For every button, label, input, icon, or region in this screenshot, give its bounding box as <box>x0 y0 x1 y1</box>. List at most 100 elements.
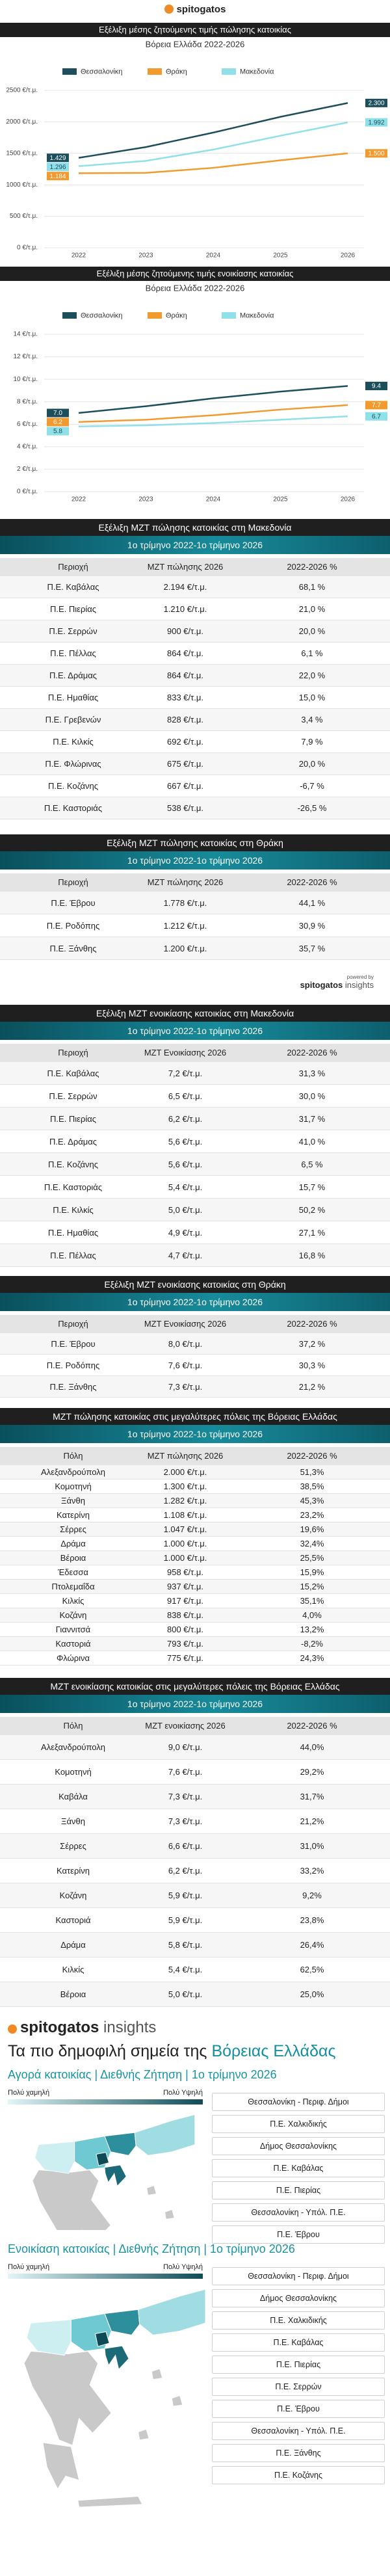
map-region <box>138 2289 205 2336</box>
table-cell: Π.Ε. Κοζάνης <box>47 1160 98 1169</box>
y-tick-label: 12 €/τ.μ. <box>13 353 38 360</box>
table-row: Κοζάνη 5,9 €/τ.μ. 9,2% <box>0 1883 390 1908</box>
header-cell: ΜΖΤ πώλησης 2026 <box>147 562 224 572</box>
table-cell: 35,7 % <box>298 944 326 953</box>
table-cell: 13,2% <box>300 1625 324 1634</box>
value-label-box <box>47 418 69 427</box>
map-section: Πολύ χαμηλή Πολύ Υψηλή Θεσσαλονίκη - Περιφ… <box>0 2086 390 2244</box>
table-subtitle: 1ο τρίμηνο 2022-1ο τρίμηνο 2026 <box>0 1022 390 1040</box>
table-row: Π.Ε. Πιερίας 6,2 €/τ.μ. 31,7 % <box>0 1108 390 1130</box>
table-cell: 15,7 % <box>298 1182 326 1192</box>
table-row: Π.Ε. Ξάνθης 7,3 €/τ.μ. 21,2 % <box>0 1376 390 1398</box>
table-cell: 864 €/τ.μ. <box>167 648 203 658</box>
table-cell: Π.Ε. Καστοριάς <box>44 803 103 813</box>
value-label-box <box>47 153 69 163</box>
header-cell: 2022-2026 % <box>287 877 337 887</box>
chart-title: Εξέλιξη μέσης ζητούμενης τιμής ενοικίαση… <box>97 269 294 278</box>
value-label-box <box>47 163 69 172</box>
table-cell: 32,4% <box>300 1539 324 1548</box>
header-cell: ΜΖΤ πώλησης 2026 <box>147 1451 224 1461</box>
series-line <box>78 385 348 414</box>
area-item: Θεσσαλονίκη - Περιφ. Δήμοι <box>212 2093 385 2111</box>
series-line <box>78 152 348 174</box>
table-cell: Δράμα <box>60 1539 86 1548</box>
powered-by: powered by spitogatos insights <box>0 974 390 990</box>
powered-label: powered by <box>346 974 374 980</box>
table-cell: Κιλκίς <box>62 1965 84 1974</box>
legend-label: Μακεδονία <box>240 312 274 319</box>
legend-swatch <box>222 312 236 319</box>
area-item: Π.Ε. Καβάλας <box>212 2159 385 2177</box>
title-bar <box>0 23 390 37</box>
table-body: Αλεξανδρούπολη 2.000 €/τ.μ. 51,3% Κομοτηνή 1… <box>0 1465 390 1666</box>
table-row: Σέρρες 1.047 €/τ.μ. 19,6% <box>0 1522 390 1537</box>
table-row: Π.Ε. Πιερίας 1.210 €/τ.μ. 21,0 % <box>0 598 390 620</box>
table-cell: 7,2 €/τ.μ. <box>168 1069 203 1078</box>
table-cell: 828 €/τ.μ. <box>167 715 203 724</box>
table-cell: Π.Ε. Πιερίας <box>49 604 97 614</box>
table-cell: Π.Ε. Φλώρινας <box>45 759 101 769</box>
header-cell: 2022-2026 % <box>287 1319 337 1329</box>
table-row: Π.Ε. Έβρου 1.778 €/τ.μ. 44,1 % <box>0 892 390 914</box>
table: Εξέλιξη ΜΖΤ πώλησης κατοικίας στη Θράκη 1… <box>0 834 390 960</box>
table-cell: Π.Ε. Έβρου <box>51 1339 96 1349</box>
table-cell: Π.Ε. Ξάνθης <box>49 944 97 953</box>
brand-suffix: insights <box>103 2019 157 2036</box>
table-subtitle: 1ο τρίμηνο 2022-1ο τρίμηνο 2026 <box>0 851 390 870</box>
header-cell: ΜΖΤ πώλησης 2026 <box>147 877 224 887</box>
logo-icon <box>164 5 174 14</box>
table-cell: Π.Ε. Καβάλας <box>47 1069 99 1078</box>
table-body: Π.Ε. Καβάλας 7,2 €/τ.μ. 31,3 % Π.Ε. Σερρών 6… <box>0 1062 390 1267</box>
table-row: Γιαννιτσά 800 €/τ.μ. 13,2% <box>0 1623 390 1637</box>
x-tick-label: 2022 <box>72 496 86 503</box>
table-cell: Ξάνθη <box>61 1816 85 1826</box>
header-cell: Περιοχή <box>58 1048 88 1057</box>
y-tick-label: 0 €/τ.μ. <box>17 245 38 252</box>
table-row: Ξάνθη 1.282 €/τ.μ. 45,3% <box>0 1494 390 1508</box>
table-cell: 692 €/τ.μ. <box>167 737 203 747</box>
table-cell: Π.Ε. Σερρών <box>49 626 98 636</box>
table-title: ΜΖΤ πώλησης κατοικίας στις μεγαλύτερες π… <box>0 1408 390 1425</box>
table-cell: Π.Ε. Κιλκίς <box>53 1205 94 1215</box>
table-cell: Πτολεμαΐδα <box>51 1582 95 1591</box>
table-cell: Π.Ε. Ξάνθης <box>49 1382 97 1392</box>
table-row: Βέροια 5,0 €/τ.μ. 25,0% <box>0 1982 390 2007</box>
table-cell: 5,9 €/τ.μ. <box>168 1891 203 1900</box>
table-cell: 1.210 €/τ.μ. <box>163 604 207 614</box>
value-label-box <box>365 401 387 410</box>
table-row: Αλεξανδρούπολη 2.000 €/τ.μ. 51,3% <box>0 1465 390 1480</box>
table-body: Π.Ε. Έβρου 8,0 €/τ.μ. 37,2 % Π.Ε. Ροδόπης 7,… <box>0 1333 390 1398</box>
table-cell: Ξάνθη <box>61 1496 85 1506</box>
table-cell: 7,3 €/τ.μ. <box>168 1816 203 1826</box>
table-cell: Κοζάνη <box>59 1610 87 1620</box>
map-region <box>104 2164 127 2187</box>
legend-label: Θράκη <box>166 312 187 319</box>
x-tick-label: 2024 <box>206 252 221 259</box>
table-cell: 4,7 €/τ.μ. <box>168 1251 203 1260</box>
table-cell: 2.000 €/τ.μ. <box>163 1467 207 1477</box>
table-body: Π.Ε. Έβρου 1.778 €/τ.μ. 44,1 % Π.Ε. Ροδόπης… <box>0 892 390 960</box>
y-tick-label: 10 €/τ.μ. <box>13 376 38 383</box>
table-cell: 30,0 % <box>298 1091 326 1101</box>
header-cell: Περιοχή <box>58 562 88 572</box>
area-item: Δήμος Θεσσαλονίκης <box>212 2289 385 2307</box>
table-row: Π.Ε. Κοζάνης 667 €/τ.μ. -6,7 % <box>0 775 390 797</box>
table-cell: Π.Ε. Πέλλας <box>50 1251 96 1260</box>
legend-low: Πολύ χαμηλή <box>8 2089 50 2097</box>
table-body: Αλεξανδρούπολη 9,0 €/τ.μ. 44,0% Κομοτηνή 7,6… <box>0 1735 390 2007</box>
table-row: Π.Ε. Δράμας 5,6 €/τ.μ. 41,0 % <box>0 1130 390 1153</box>
table-cell: Π.Ε. Πιερίας <box>49 1114 97 1124</box>
table-cell: 9,2% <box>302 1891 322 1900</box>
legend-swatch <box>222 68 236 75</box>
table-cell: 833 €/τ.μ. <box>167 693 203 702</box>
table-cell: 44,0% <box>300 1742 324 1752</box>
y-tick-label: 2 €/τ.μ. <box>17 466 38 473</box>
table-row: Έδεσσα 958 €/τ.μ. 15,9% <box>0 1565 390 1580</box>
table-row: Π.Ε. Φλώρινας 675 €/τ.μ. 20,0 % <box>0 753 390 775</box>
chart-subtitle: Βόρεια Ελλάδα 2022-2026 <box>146 39 245 49</box>
brand-name: spitogatos <box>20 2019 99 2036</box>
table-title: ΜΖΤ ενοικίασης κατοικίας στις μεγαλύτερε… <box>0 1678 390 1695</box>
table-cell: Κατερίνη <box>57 1510 90 1520</box>
table-cell: 30,3 % <box>298 1361 326 1370</box>
table-cell: 675 €/τ.μ. <box>167 759 203 769</box>
